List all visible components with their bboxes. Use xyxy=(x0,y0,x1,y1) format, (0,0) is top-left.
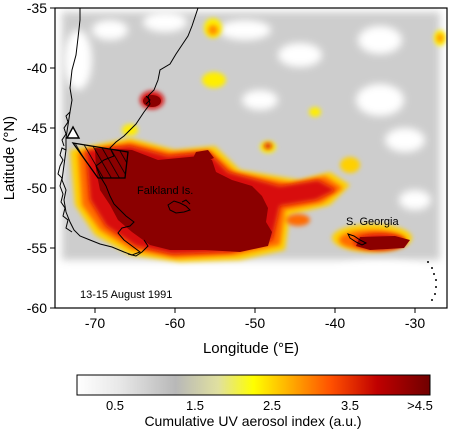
colorbar-gradient xyxy=(76,374,431,396)
colorbar-tick: 2.5 xyxy=(263,398,281,413)
x-tick-label: -70 xyxy=(85,315,105,331)
x-tick-label: -30 xyxy=(405,315,425,331)
x-axis: -70 -60 -50 -40 -30 Longitude (°E) xyxy=(85,308,425,357)
colorbar-tick: 1.5 xyxy=(186,398,204,413)
south-georgia-label: S. Georgia xyxy=(346,216,399,228)
falkland-label: Falkland Is. xyxy=(137,185,193,197)
map-plot-area: Falkland Is. S. Georgia 13-15 August 199… xyxy=(54,7,448,309)
colorbar-tick: 0.5 xyxy=(106,398,124,413)
x-axis-label: Longitude (°E) xyxy=(203,340,299,357)
volcano-marker xyxy=(65,125,81,139)
x-tick-label: -50 xyxy=(245,315,265,331)
south-sandwich-islands xyxy=(427,261,437,301)
colorbar-title: Cumulative UV aerosol index (a.u.) xyxy=(144,413,361,429)
y-tick-label: -50 xyxy=(27,180,47,196)
plume-core xyxy=(95,95,410,252)
y-tick-label: -45 xyxy=(27,120,47,136)
date-label: 13-15 August 1991 xyxy=(80,289,172,301)
colorbar-tick: 3.5 xyxy=(341,398,359,413)
y-tick-label: -35 xyxy=(27,0,47,16)
y-axis-label: Latitude (°N) xyxy=(1,116,18,200)
y-axis: -35 -40 -45 -50 -55 -60 Latitude (°N) xyxy=(1,0,55,316)
falkland-islands xyxy=(167,199,191,214)
y-tick-label: -40 xyxy=(27,60,47,76)
x-tick-label: -60 xyxy=(165,315,185,331)
plot-frame xyxy=(54,7,448,309)
hatched-source-region xyxy=(71,142,129,179)
colorbar-tick: >4.5 xyxy=(407,398,433,413)
south-georgia xyxy=(347,233,368,246)
y-tick-label: -55 xyxy=(27,240,47,256)
coastline xyxy=(57,8,199,257)
x-tick-label: -40 xyxy=(325,315,345,331)
aerosol-field xyxy=(62,12,446,306)
y-tick-label: -60 xyxy=(27,300,47,316)
colorbar: 0.5 1.5 2.5 3.5 >4.5 Cumulative UV aeros… xyxy=(76,374,433,429)
